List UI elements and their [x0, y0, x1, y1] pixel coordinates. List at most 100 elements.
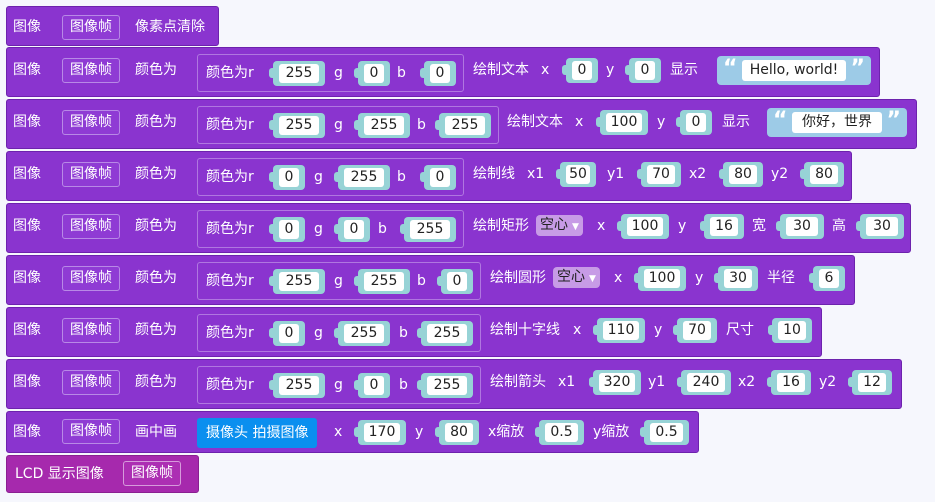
x-value[interactable]: 0: [572, 61, 592, 80]
r-value[interactable]: 0: [279, 168, 299, 187]
radius-value[interactable]: 6: [819, 269, 839, 288]
y-value[interactable]: 0: [635, 61, 655, 80]
width-value[interactable]: 30: [786, 217, 818, 236]
b-value[interactable]: 255: [410, 220, 450, 239]
draw-arrow-block[interactable]: 图像 图像帧 颜色为 颜色为r 255 g 0 b 255 绘制箭头 x1 32…: [6, 359, 902, 409]
r-field[interactable]: 255: [269, 61, 325, 86]
x-field[interactable]: 110: [593, 318, 645, 343]
g-value[interactable]: 0: [364, 376, 384, 395]
b-field[interactable]: 255: [417, 373, 473, 398]
b-value[interactable]: 0: [447, 272, 467, 291]
b-field[interactable]: 0: [420, 165, 456, 190]
draw-line-block[interactable]: 图像 图像帧 颜色为 颜色为r 0 g 255 b 0 绘制线 x1 50 y1…: [6, 151, 852, 201]
b-field[interactable]: 0: [437, 269, 473, 294]
radius-field[interactable]: 6: [809, 266, 845, 291]
rgb-color-block[interactable]: 颜色为r 0 g 255 b 0: [197, 158, 464, 196]
y-value[interactable]: 30: [724, 269, 752, 288]
r-field[interactable]: 0: [269, 321, 305, 346]
b-field[interactable]: 255: [417, 321, 473, 346]
draw-text-block[interactable]: 图像 图像帧 颜色为 颜色为r 255 g 0 b 0 绘制文本 x 0 y 0…: [6, 47, 880, 97]
x-field[interactable]: 100: [617, 214, 669, 239]
x1-value[interactable]: 50: [566, 165, 590, 184]
x-value[interactable]: 100: [627, 217, 663, 236]
x2-field[interactable]: 80: [719, 162, 763, 187]
y-value[interactable]: 0: [686, 113, 706, 132]
frame-slot[interactable]: 图像帧: [62, 214, 120, 239]
rgb-color-block[interactable]: 颜色为r 255 g 0 b 0: [197, 54, 464, 92]
g-field[interactable]: 0: [334, 217, 370, 242]
frame-slot[interactable]: 图像帧: [62, 110, 120, 135]
fill-mode-dropdown[interactable]: 空心 ▼: [536, 215, 583, 236]
r-field[interactable]: 255: [269, 373, 325, 398]
frame-slot[interactable]: 图像帧: [62, 419, 120, 444]
b-value[interactable]: 255: [427, 376, 467, 395]
g-value[interactable]: 255: [364, 116, 404, 135]
draw-rect-block[interactable]: 图像 图像帧 颜色为 颜色为r 0 g 0 b 255 绘制矩形 空心 ▼ x 1…: [6, 203, 911, 253]
string-value[interactable]: Hello, world!: [742, 60, 846, 81]
camera-capture-block[interactable]: 摄像头 拍摄图像: [197, 418, 318, 448]
g-field[interactable]: 255: [334, 321, 390, 346]
size-value[interactable]: 10: [778, 321, 806, 340]
x-value[interactable]: 100: [606, 113, 642, 132]
x-scale-field[interactable]: 0.5: [535, 420, 584, 445]
y-field[interactable]: 0: [676, 110, 712, 135]
x-value[interactable]: 100: [644, 269, 680, 288]
y2-field[interactable]: 80: [800, 162, 844, 187]
frame-slot[interactable]: 图像帧: [62, 266, 120, 291]
draw-text-block[interactable]: 图像 图像帧 颜色为 颜色为r 255 g 255 b 255 绘制文本 x 1…: [6, 99, 917, 149]
x-field[interactable]: 0: [562, 58, 598, 83]
y-field[interactable]: 30: [714, 266, 758, 291]
pip-block[interactable]: 图像 图像帧 画中画 摄像头 拍摄图像 x 170 y 80 x缩放 0.5 y…: [6, 411, 699, 453]
g-value[interactable]: 0: [344, 220, 364, 239]
string-block[interactable]: “ Hello, world! ”: [717, 56, 871, 85]
rgb-color-block[interactable]: 颜色为r 255 g 0 b 255: [197, 366, 481, 404]
y2-value[interactable]: 80: [810, 165, 838, 184]
y1-field[interactable]: 240: [677, 370, 731, 395]
x-scale-value[interactable]: 0.5: [545, 423, 578, 442]
y-field[interactable]: 16: [700, 214, 744, 239]
b-value[interactable]: 255: [427, 324, 467, 343]
x-value[interactable]: 110: [603, 321, 639, 340]
y-value[interactable]: 70: [683, 321, 711, 340]
x-value[interactable]: 170: [364, 423, 400, 442]
lcd-display-block[interactable]: LCD 显示图像 图像帧: [6, 455, 199, 493]
g-field[interactable]: 255: [334, 165, 390, 190]
draw-circle-block[interactable]: 图像 图像帧 颜色为 颜色为r 255 g 255 b 0 绘制圆形 空心 ▼ x…: [6, 255, 855, 305]
y-field[interactable]: 80: [435, 420, 479, 445]
r-field[interactable]: 255: [269, 269, 325, 294]
clear-pixels-block[interactable]: 图像 图像帧 像素点清除: [6, 6, 219, 46]
g-field[interactable]: 0: [354, 373, 390, 398]
r-value[interactable]: 255: [279, 116, 319, 135]
y1-value[interactable]: 70: [647, 165, 675, 184]
y-value[interactable]: 80: [445, 423, 473, 442]
rgb-color-block[interactable]: 颜色为r 255 g 255 b 255: [197, 106, 499, 144]
fill-mode-dropdown[interactable]: 空心 ▼: [553, 267, 600, 288]
r-value[interactable]: 255: [279, 64, 319, 83]
frame-slot[interactable]: 图像帧: [123, 461, 181, 486]
r-field[interactable]: 0: [269, 217, 305, 242]
frame-slot[interactable]: 图像帧: [62, 370, 120, 395]
g-field[interactable]: 0: [354, 61, 390, 86]
r-value[interactable]: 255: [279, 272, 319, 291]
x-field[interactable]: 100: [596, 110, 648, 135]
y2-value[interactable]: 12: [858, 373, 886, 392]
x2-field[interactable]: 16: [767, 370, 811, 395]
r-field[interactable]: 0: [269, 165, 305, 190]
frame-slot[interactable]: 图像帧: [62, 58, 120, 83]
b-value[interactable]: 0: [430, 64, 450, 83]
size-field[interactable]: 10: [768, 318, 812, 343]
b-value[interactable]: 0: [430, 168, 450, 187]
x1-field[interactable]: 320: [589, 370, 641, 395]
y1-field[interactable]: 70: [637, 162, 681, 187]
rgb-color-block[interactable]: 颜色为r 255 g 255 b 0: [197, 262, 481, 300]
rgb-color-block[interactable]: 颜色为r 0 g 0 b 255: [197, 210, 464, 248]
g-value[interactable]: 255: [344, 168, 384, 187]
x1-value[interactable]: 320: [599, 373, 635, 392]
b-value[interactable]: 255: [445, 116, 485, 135]
g-value[interactable]: 255: [344, 324, 384, 343]
y-scale-value[interactable]: 0.5: [650, 423, 683, 442]
y1-value[interactable]: 240: [687, 373, 725, 392]
string-block[interactable]: “ 你好，世界 ”: [767, 108, 907, 137]
x-field[interactable]: 170: [354, 420, 406, 445]
g-value[interactable]: 0: [364, 64, 384, 83]
